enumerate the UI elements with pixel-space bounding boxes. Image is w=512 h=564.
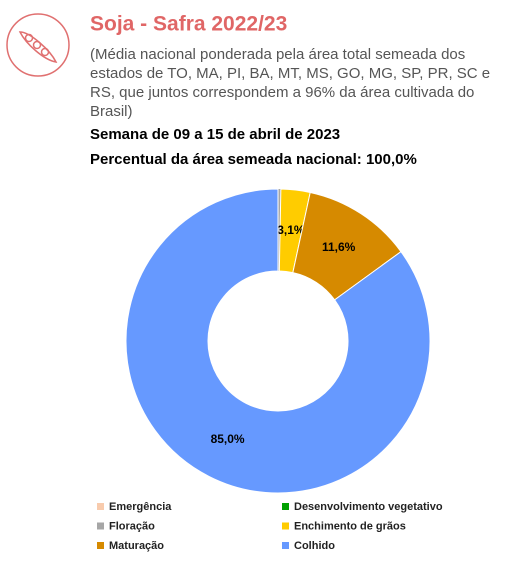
icon-circle xyxy=(6,13,70,77)
legend-swatch xyxy=(97,503,104,510)
data-label: 11,6% xyxy=(322,240,356,254)
data-label: 3,1% xyxy=(277,223,305,237)
legend-label: Floração xyxy=(109,520,155,532)
icon-bean xyxy=(40,47,50,57)
subtitle-line: (Média nacional ponderada pela área tota… xyxy=(90,46,465,63)
slice xyxy=(125,188,431,494)
legend-label: Colhido xyxy=(294,540,335,552)
subtitle-line: estados de TO, MA, PI, BA, MT, MS, GO, M… xyxy=(90,65,490,82)
chart-subtitle: Percentual da área semeada nacional: 100… xyxy=(90,151,417,168)
title: Soja - Safra 2022/23 xyxy=(90,13,287,36)
legend-label: Enchimento de grãos xyxy=(294,520,406,532)
legend-swatch xyxy=(282,542,289,549)
legend-swatch xyxy=(282,522,289,530)
icon-bean xyxy=(32,40,42,50)
legend-label: Maturação xyxy=(109,540,164,552)
chart-title: Semana de 09 a 15 de abril de 2023 xyxy=(90,126,340,143)
subtitle-line: Brasil) xyxy=(90,103,133,120)
subtitle-line: RS, que juntos correspondem a 96% da áre… xyxy=(90,84,474,101)
legend-swatch xyxy=(282,503,289,510)
legend-label: Emergência xyxy=(109,501,172,513)
icon-bean xyxy=(24,33,34,43)
legend-swatch xyxy=(97,522,104,530)
legend-label: Desenvolvimento vegetativo xyxy=(294,501,443,513)
legend-swatch xyxy=(97,542,104,549)
soy-icon xyxy=(6,13,70,77)
data-label: 85,0% xyxy=(211,432,245,446)
icon-pod xyxy=(18,31,58,63)
